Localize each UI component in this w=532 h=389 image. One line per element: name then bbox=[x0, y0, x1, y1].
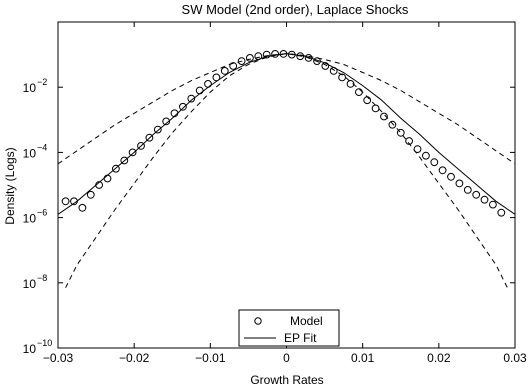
plot-area bbox=[57, 21, 516, 349]
legend-model-label: Model bbox=[290, 314, 323, 328]
x-tick-label: 0 bbox=[283, 351, 290, 365]
y-tick-label: 10 bbox=[23, 342, 37, 356]
model-point bbox=[304, 54, 313, 62]
x-tick-label: 0.03 bbox=[503, 351, 527, 365]
legend: Model EP Fit bbox=[238, 309, 340, 347]
y-tick-label: 10 bbox=[23, 212, 37, 226]
model-point bbox=[78, 203, 87, 212]
dashed-bound-line-2 bbox=[58, 53, 515, 165]
model-point bbox=[438, 166, 447, 175]
model-point bbox=[86, 190, 95, 199]
x-axis: −0.03 −0.02 −0.01 0 0.01 0.02 0.03 bbox=[43, 22, 527, 365]
model-point bbox=[187, 94, 196, 103]
model-point bbox=[338, 73, 347, 82]
model-point bbox=[455, 179, 464, 188]
model-point bbox=[61, 197, 70, 206]
y-tick-exponent: −10 bbox=[37, 338, 52, 348]
model-point bbox=[112, 164, 120, 173]
model-point bbox=[271, 50, 280, 58]
model-point bbox=[262, 50, 271, 59]
y-tick-exponent: −2 bbox=[37, 77, 47, 87]
legend-epfit-label: EP Fit bbox=[284, 331, 317, 345]
model-point bbox=[246, 54, 254, 62]
model-point bbox=[413, 145, 422, 154]
y-tick-label: 10 bbox=[23, 81, 37, 95]
x-axis-label: Growth Rates bbox=[250, 373, 323, 387]
y-tick-label: 10 bbox=[23, 277, 37, 291]
model-point bbox=[497, 208, 506, 217]
model-point bbox=[220, 67, 229, 75]
y-axis-label: Density (Logs) bbox=[3, 147, 17, 224]
model-point bbox=[388, 120, 397, 129]
model-point bbox=[145, 133, 154, 142]
model-point bbox=[137, 142, 145, 150]
x-tick-label: −0.03 bbox=[43, 351, 74, 365]
model-point bbox=[422, 151, 430, 160]
series-layer bbox=[58, 50, 515, 288]
model-point bbox=[229, 62, 238, 70]
chart-title: SW Model (2nd order), Laplace Shocks bbox=[182, 2, 409, 17]
legend-box bbox=[238, 309, 340, 347]
model-point bbox=[237, 57, 246, 65]
x-tick-label: 0.01 bbox=[351, 351, 375, 365]
x-tick-label: 0.02 bbox=[427, 351, 451, 365]
y-tick-exponent: −4 bbox=[37, 142, 47, 152]
legend-model-marker bbox=[254, 317, 262, 325]
model-point bbox=[447, 172, 455, 181]
model-point bbox=[346, 80, 355, 88]
model-point bbox=[128, 148, 137, 157]
model-point bbox=[153, 125, 162, 134]
model-point bbox=[463, 186, 472, 194]
y-tick-label: 10 bbox=[23, 146, 37, 160]
y-tick-exponent: −6 bbox=[37, 208, 47, 218]
model-point bbox=[430, 158, 439, 167]
model-point bbox=[396, 128, 405, 137]
x-tick-label: −0.02 bbox=[119, 351, 150, 365]
model-point bbox=[489, 200, 497, 209]
model-point bbox=[162, 117, 171, 126]
model-point bbox=[212, 73, 221, 82]
model-point bbox=[380, 112, 388, 121]
model-point bbox=[480, 195, 489, 204]
model-point bbox=[472, 190, 481, 199]
x-tick-label: −0.01 bbox=[195, 351, 226, 365]
model-point bbox=[120, 156, 129, 165]
model-point bbox=[405, 137, 414, 145]
y-tick-exponent: −8 bbox=[37, 273, 47, 283]
model-point bbox=[179, 102, 187, 111]
